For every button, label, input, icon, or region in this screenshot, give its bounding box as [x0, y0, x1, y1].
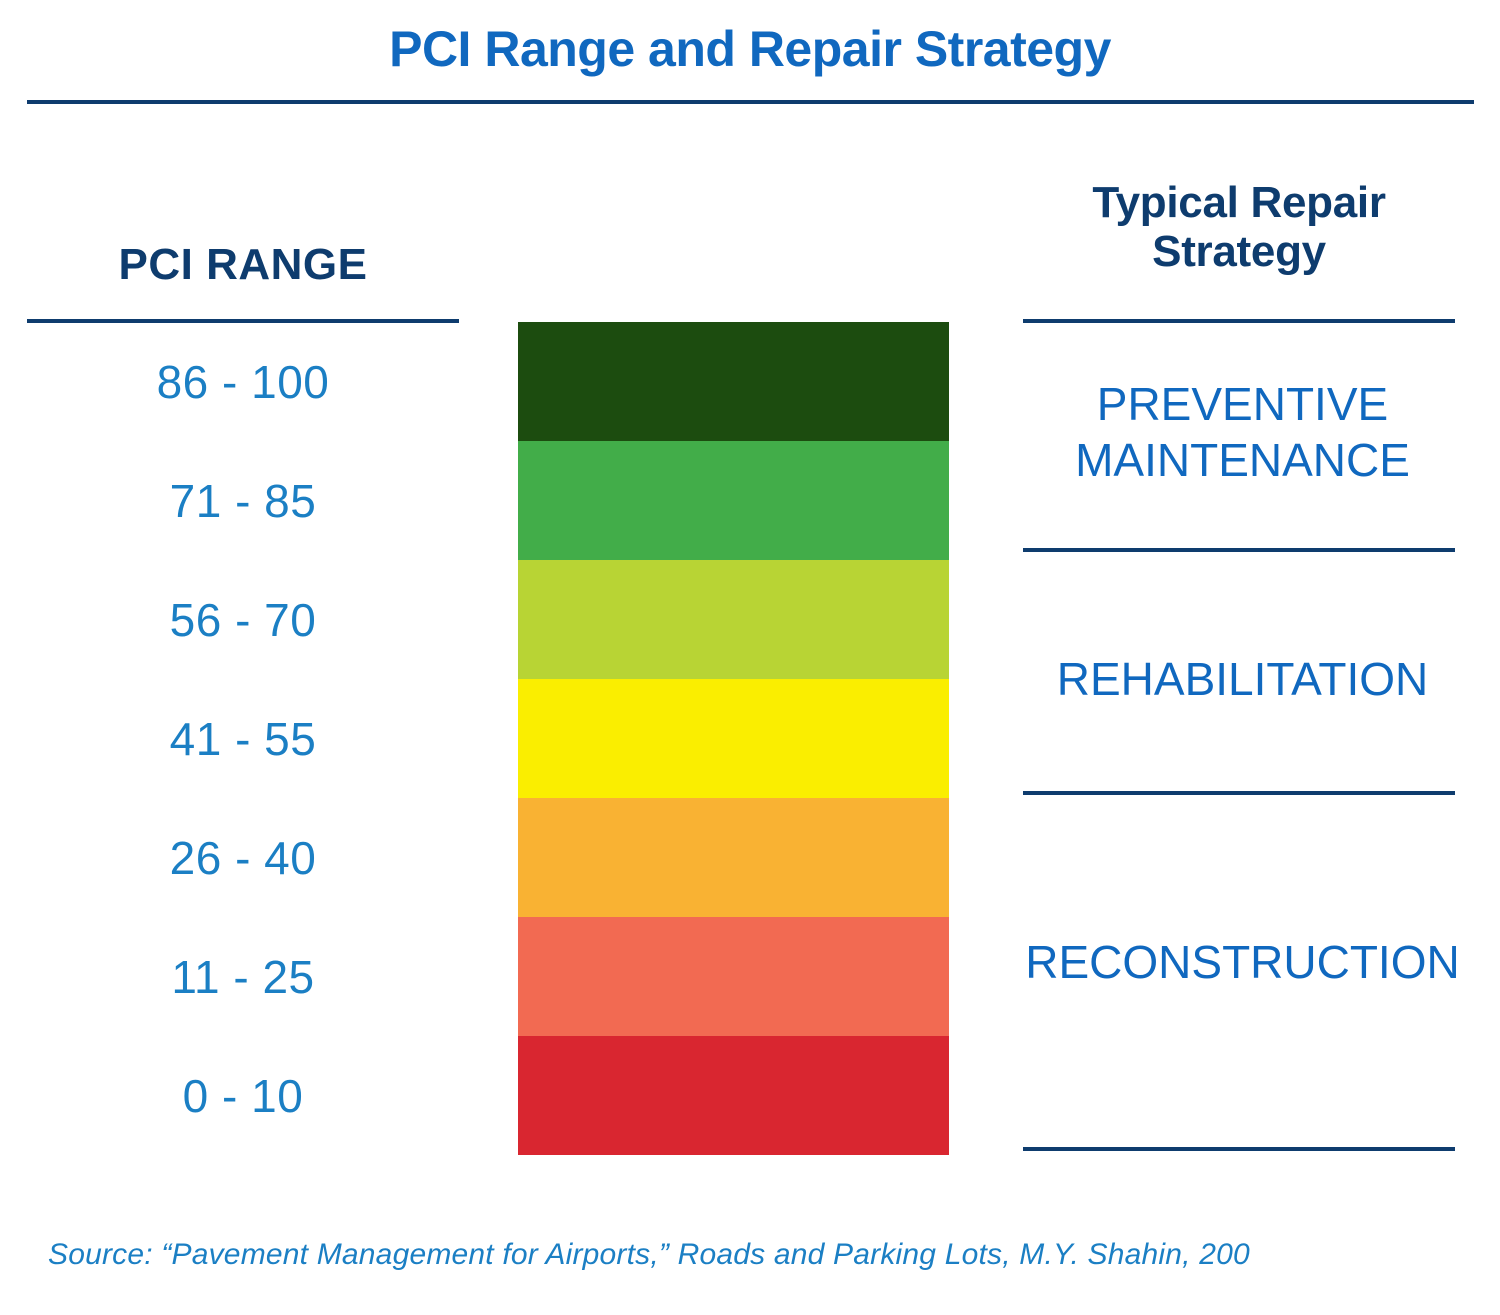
- strategy-divider-1: [1023, 548, 1455, 552]
- pci-range-header-divider: [27, 319, 459, 323]
- strategy-label-line1: PREVENTIVE: [1096, 378, 1389, 430]
- strategy-divider-2: [1023, 791, 1455, 795]
- color-band-yellow-green: [518, 560, 949, 679]
- pci-range-list: 86 - 100 71 - 85 56 - 70 41 - 55 26 - 40…: [27, 322, 459, 1155]
- title-divider: [27, 100, 1474, 104]
- pci-range-value: 26 - 40: [169, 831, 317, 884]
- color-band-dark-green: [518, 322, 949, 441]
- repair-strategy-header-divider: [1023, 319, 1455, 323]
- repair-strategy-header-line1: Typical Repair: [1092, 178, 1386, 227]
- repair-strategy-column-header: Typical Repair Strategy: [1003, 178, 1475, 277]
- strategy-label-line2: MAINTENANCE: [1075, 434, 1410, 487]
- color-band-salmon: [518, 917, 949, 1036]
- pci-range-value: 11 - 25: [171, 950, 315, 1003]
- pci-range-value: 71 - 85: [169, 474, 317, 527]
- strategy-rehabilitation: REHABILITATION: [1056, 653, 1429, 705]
- strategy-reconstruction: RECONSTRUCTION: [1025, 936, 1460, 988]
- color-band-orange: [518, 798, 949, 917]
- strategy-divider-3: [1023, 1147, 1455, 1151]
- pci-range-column-header: PCI RANGE: [118, 240, 368, 289]
- color-band-green: [518, 441, 949, 560]
- pci-range-value: 86 - 100: [156, 355, 330, 408]
- repair-strategy-header-line2: Strategy: [1152, 227, 1326, 277]
- color-band-red: [518, 1036, 949, 1155]
- page-title: PCI Range and Repair Strategy: [389, 21, 1111, 77]
- color-band-yellow: [518, 679, 949, 798]
- pci-range-value: 56 - 70: [169, 593, 317, 646]
- pci-range-value: 41 - 55: [169, 712, 317, 765]
- source-citation: Source: “Pavement Management for Airport…: [48, 1238, 1250, 1271]
- pci-color-scale: [518, 322, 949, 1155]
- strategy-preventive-maintenance: PREVENTIVE MAINTENANCE: [985, 376, 1500, 488]
- pci-range-value: 0 - 10: [182, 1069, 304, 1122]
